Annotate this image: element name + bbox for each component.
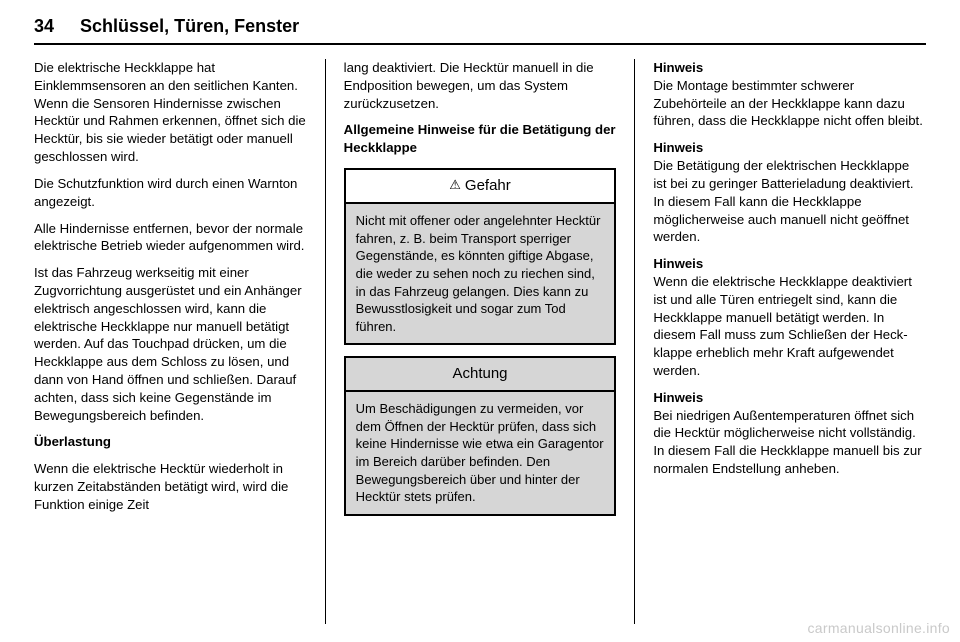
body-text: Die Montage bestimmter schwerer Zubehört… bbox=[653, 77, 926, 130]
body-text: Ist das Fahrzeug werkseitig mit einer Zu… bbox=[34, 264, 307, 424]
note-heading: Hinweis bbox=[653, 59, 926, 77]
page-header: 34 Schlüssel, Türen, Fenster bbox=[34, 16, 926, 45]
subheading: Überlastung bbox=[34, 433, 307, 451]
column-middle: lang deaktiviert. Die Hecktür manuell in… bbox=[325, 59, 617, 624]
watermark: carmanualsonline.info bbox=[808, 620, 951, 636]
danger-box: ⚠Gefahr Nicht mit offener oder angelehnt… bbox=[344, 168, 617, 345]
body-text: Alle Hindernisse entfernen, bevor der no… bbox=[34, 220, 307, 256]
note-heading: Hinweis bbox=[653, 255, 926, 273]
caution-label: Achtung bbox=[452, 365, 507, 382]
subheading: Allgemeine Hinweise für die Betätigung d… bbox=[344, 121, 617, 157]
column-left: Die elektrische Heckklappe hat Einklemms… bbox=[34, 59, 307, 624]
danger-box-body: Nicht mit offener oder angelehnter Heckt… bbox=[346, 204, 615, 343]
caution-box: Achtung Um Beschädigungen zu vermei­den,… bbox=[344, 356, 617, 516]
note-heading: Hinweis bbox=[653, 139, 926, 157]
caution-box-title: Achtung bbox=[346, 358, 615, 392]
danger-label: Gefahr bbox=[465, 177, 511, 194]
body-text: Wenn die elektrische Hecktür wieder­holt… bbox=[34, 460, 307, 513]
warning-icon: ⚠ bbox=[449, 176, 461, 194]
body-text: Wenn die elektrische Heckklappe deaktivi… bbox=[653, 273, 926, 380]
content-columns: Die elektrische Heckklappe hat Einklemms… bbox=[34, 59, 926, 624]
body-text: Die Schutzfunktion wird durch einen Warn… bbox=[34, 175, 307, 211]
section-title: Schlüssel, Türen, Fenster bbox=[80, 16, 299, 37]
caution-box-body: Um Beschädigungen zu vermei­den, vor dem… bbox=[346, 392, 615, 513]
page-number: 34 bbox=[34, 16, 54, 37]
note-heading: Hinweis bbox=[653, 389, 926, 407]
body-text: Bei niedrigen Außentemperaturen öffnet s… bbox=[653, 407, 926, 478]
body-text: Die Betätigung der elektrischen Heckklap… bbox=[653, 157, 926, 246]
danger-box-title: ⚠Gefahr bbox=[346, 170, 615, 204]
body-text: Die elektrische Heckklappe hat Einklemms… bbox=[34, 59, 307, 166]
body-text: lang deaktiviert. Die Hecktür manuell in… bbox=[344, 59, 617, 112]
column-right: Hinweis Die Montage bestimmter schwerer … bbox=[634, 59, 926, 624]
